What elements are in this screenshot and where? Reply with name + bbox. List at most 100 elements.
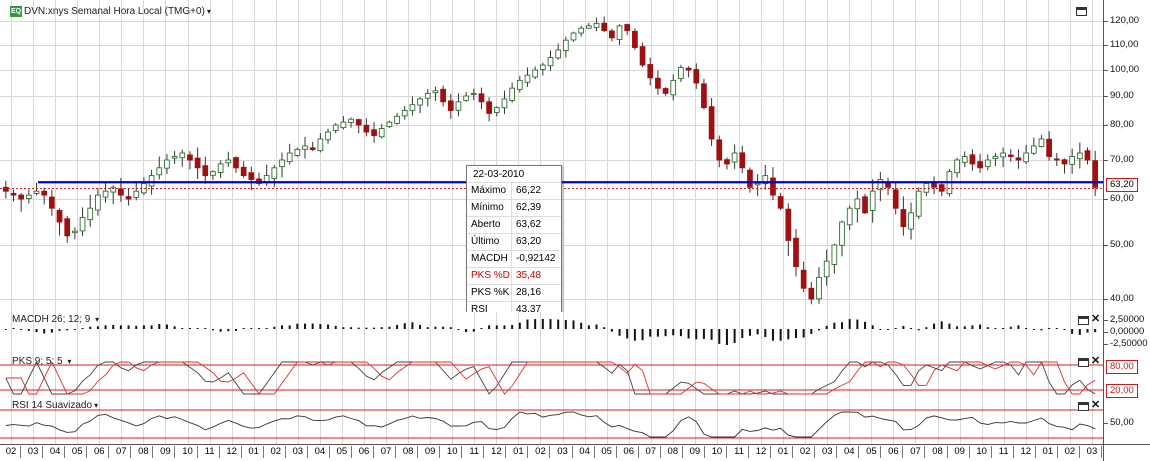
rsi-line[interactable] — [0, 398, 1103, 444]
candle-body — [892, 189, 899, 209]
macd-panel[interactable]: MACDH 26; 12; 9 ▾ ✕ — [0, 312, 1103, 355]
pks-dropdown-icon[interactable]: ▾ — [67, 357, 72, 366]
price-tick: 80,00 — [1104, 119, 1134, 130]
pks-oscillator[interactable] — [0, 354, 1103, 398]
time-axis-label: 02 — [267, 446, 286, 458]
pks-d-line — [5, 360, 1096, 395]
candle-body — [586, 25, 592, 29]
candle-body — [632, 30, 638, 48]
candle-body — [762, 175, 769, 185]
time-axis-label: 03 — [1083, 446, 1102, 458]
candle-body — [639, 46, 646, 66]
candle-body — [447, 100, 454, 111]
price-axis[interactable]: 120,00 110,00 100,00 90,00 80,00 70,00 6… — [1103, 0, 1150, 312]
candle-body — [808, 287, 815, 300]
time-axis-label: 03 — [289, 446, 308, 458]
macd-title[interactable]: MACDH 26; 12; 9 ▾ — [12, 314, 100, 325]
data-tooltip: 22-03-2010 Máximo 66,22 Mínimo 62,39 Abert… — [466, 165, 562, 312]
candle-body — [1053, 158, 1060, 161]
candle-body — [900, 209, 907, 228]
pks-title[interactable]: PKS 9; 5; 5 ▾ — [12, 356, 72, 367]
candle-body — [609, 30, 615, 39]
candle-body — [217, 163, 224, 173]
candle-body — [233, 157, 239, 169]
pks-panel[interactable]: PKS 9; 5; 5 ▾ ✕ — [0, 354, 1103, 399]
time-axis-label: 06 — [90, 446, 110, 458]
time-axis-label: 10 — [443, 446, 463, 458]
maximize-price-panel-icon[interactable] — [1076, 7, 1087, 16]
candle-body — [701, 83, 707, 109]
time-axis-label: 01 — [1039, 446, 1058, 458]
candle-body — [240, 166, 247, 177]
close-macd-icon[interactable]: ✕ — [1091, 313, 1101, 325]
maximize-rsi-icon[interactable] — [1078, 402, 1089, 411]
candle-body — [164, 159, 170, 169]
candle-body — [770, 177, 776, 196]
candle-body — [501, 98, 508, 109]
time-axis-label: 12 — [752, 446, 772, 458]
maximize-pks-icon[interactable] — [1078, 358, 1089, 367]
close-rsi-icon[interactable]: ✕ — [1091, 399, 1101, 411]
candle-body — [954, 159, 960, 174]
candle-body — [148, 175, 155, 187]
time-axis-label: 06 — [884, 446, 904, 458]
macd-tick: 2,50000 — [1103, 314, 1145, 325]
price-tick: 100,00 — [1103, 64, 1140, 75]
candle-body — [87, 207, 94, 221]
time-axis-label: 12 — [223, 446, 242, 458]
candle-body — [984, 159, 991, 167]
candle-body — [302, 145, 308, 150]
time-axis-label: 01 — [774, 446, 794, 458]
rsi-title[interactable]: RSI 14 Suavizado ▾ — [12, 400, 99, 411]
candle-body — [601, 22, 608, 32]
time-axis-label: 03 — [818, 446, 838, 458]
candle-body — [210, 171, 216, 176]
candle-body — [79, 216, 86, 232]
chart-title[interactable]: EQ DVN:xnys Semanal Hora Local (TMG+0) ▾ — [10, 6, 211, 17]
candle-body — [624, 24, 631, 32]
close-pks-icon[interactable]: ✕ — [1091, 355, 1101, 367]
candle-body — [747, 169, 753, 188]
candle-body — [877, 179, 884, 191]
candle-body — [10, 192, 17, 196]
candle-body — [869, 190, 876, 211]
macd-histogram[interactable] — [0, 312, 1103, 354]
price-tick: 120,00 — [1103, 15, 1140, 26]
rsi-dropdown-icon[interactable]: ▾ — [94, 401, 99, 410]
maximize-macd-icon[interactable] — [1078, 316, 1089, 325]
time-axis-label: 08 — [929, 446, 948, 458]
time-axis-label: 09 — [686, 446, 705, 458]
price-tick: 70,00 — [1104, 154, 1134, 165]
tooltip-row: Aberto 63,62 — [467, 216, 561, 233]
rsi-panel[interactable]: RSI 14 Suavizado ▾ ✕ — [0, 398, 1103, 445]
candle-body — [1076, 152, 1083, 160]
candle-body — [432, 90, 439, 94]
candle-body — [110, 186, 117, 193]
time-axis-label: 04 — [311, 446, 330, 458]
time-axis-label: 08 — [664, 446, 683, 458]
candle-body — [18, 194, 25, 200]
price-tick: 60,00 — [1104, 193, 1134, 204]
candle-body — [724, 159, 730, 165]
candle-body — [41, 190, 48, 196]
time-axis-label: 10 — [708, 446, 727, 458]
macd-dropdown-icon[interactable]: ▾ — [95, 315, 100, 324]
time-axis[interactable]: 02 03 04 05 06 07 08 09 10 11 12 01 02 03 04 05 06 07 08 09… — [0, 444, 1103, 461]
price-panel[interactable]: EQ DVN:xnys Semanal Hora Local (TMG+0) ▾… — [0, 0, 1103, 313]
time-axis-label: 02 — [531, 446, 551, 458]
candle-body — [516, 79, 523, 90]
macd-tick: 0,00000 — [1103, 326, 1145, 337]
time-axis-label: 07 — [906, 446, 926, 458]
candle-body — [593, 22, 600, 28]
title-dropdown-icon[interactable]: ▾ — [206, 7, 211, 16]
candle-body — [286, 152, 293, 163]
candle-body — [2, 186, 9, 192]
candle-body — [401, 110, 408, 117]
candle-body — [793, 237, 799, 268]
candle-body — [908, 212, 914, 230]
candle-body — [187, 154, 193, 161]
candle-body — [532, 69, 539, 78]
candle-body — [386, 121, 393, 127]
time-axis-label: 05 — [598, 446, 617, 458]
pks-k-line — [5, 360, 1096, 395]
